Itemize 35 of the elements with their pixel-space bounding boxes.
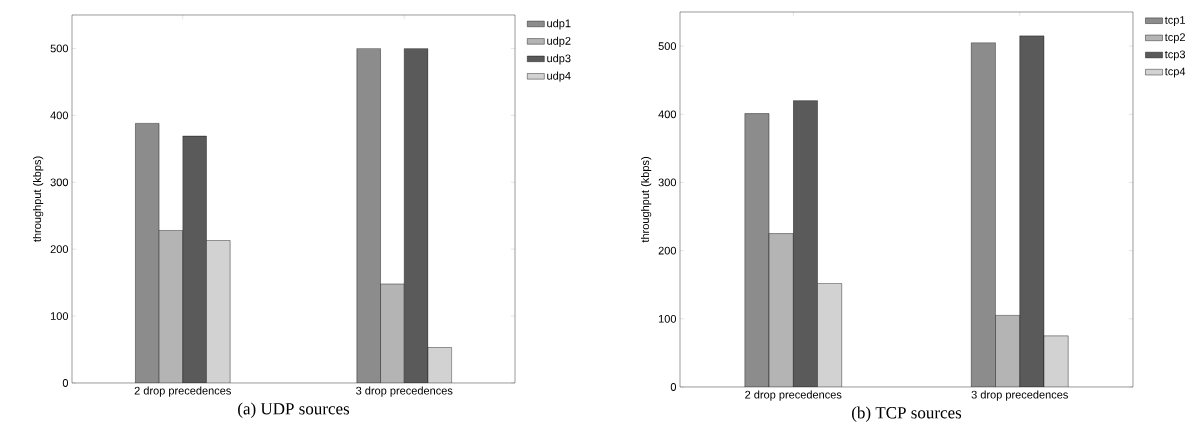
x-tick-label: 3 drop precedences	[971, 390, 1068, 401]
text: (a) UDP sources	[238, 402, 350, 418]
y-tick-label: 200	[658, 246, 677, 255]
text: (b) TCP sources	[852, 406, 962, 422]
y-tick-label: 0	[670, 383, 677, 391]
x-tick-label: 2 drop precedences	[745, 390, 842, 401]
y-tick-label: 300	[50, 178, 69, 187]
y-tick-label: 400	[658, 110, 677, 119]
y-tick-label: 100	[50, 312, 69, 320]
bar	[206, 240, 231, 383]
bar	[971, 42, 996, 387]
y-tick-label: 100	[658, 314, 677, 323]
legend-label: tcp3	[1164, 50, 1186, 61]
y-axis-title: throughput (kbps)	[641, 157, 652, 243]
x-tick-label: 2 drop precedences	[134, 386, 231, 397]
bar	[404, 48, 429, 383]
y-tick-label: 400	[50, 111, 69, 120]
bar	[995, 315, 1020, 387]
legend-label: udp2	[547, 36, 571, 47]
legend-label: udp1	[547, 19, 571, 30]
x-tick-label: 3 drop precedences	[356, 386, 453, 397]
legend-label: udp4	[547, 71, 571, 82]
bar	[768, 233, 794, 387]
y-tick-label: 500	[50, 44, 69, 53]
legend-label: tcp4	[1164, 67, 1186, 78]
y-axis-title: throughput (kbps)	[33, 156, 44, 242]
legend-label: udp3	[547, 54, 571, 65]
bar	[182, 135, 207, 383]
legend-label: tcp1	[1164, 16, 1185, 27]
y-tick-label: 300	[658, 178, 677, 187]
legend-label: tcp2	[1164, 33, 1185, 44]
y-tick-label: 200	[50, 245, 69, 254]
y-tick-label: 0	[62, 379, 69, 387]
bar	[744, 113, 770, 387]
y-tick-label: 500	[658, 42, 677, 50]
